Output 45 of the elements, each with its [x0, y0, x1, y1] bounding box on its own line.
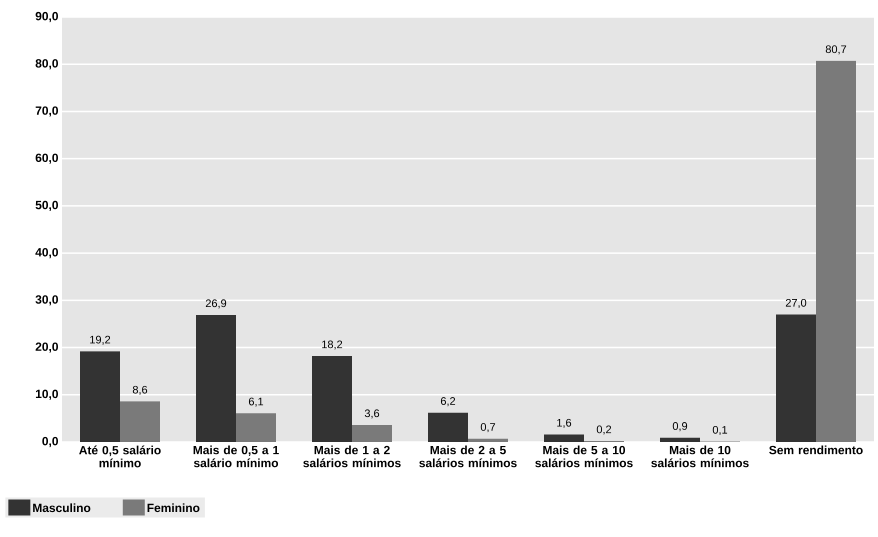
- bar: [196, 314, 236, 442]
- x-tick-label: Mais de 0,5 a 1 salário mínimo: [194, 446, 279, 468]
- bar: [468, 438, 508, 442]
- y-tick-label: 20,0: [36, 342, 58, 353]
- bar: [776, 314, 816, 442]
- data-label: 6,2: [440, 397, 456, 406]
- x-tick-label: Mais de 10 salários mínimos: [651, 446, 749, 468]
- bar: [544, 434, 584, 442]
- bar: [660, 438, 700, 442]
- y-tick-label: 70,0: [36, 106, 58, 117]
- data-label: 0,7: [480, 423, 496, 432]
- bar: [816, 60, 856, 442]
- bar: [120, 401, 160, 442]
- bar: [80, 351, 120, 442]
- y-tick-label: 30,0: [35, 295, 58, 306]
- data-label: 1,6: [557, 418, 572, 428]
- y-tick-label: 10,0: [36, 390, 58, 400]
- legend-label: Masculino: [33, 503, 90, 512]
- data-label: 0,9: [672, 422, 688, 432]
- data-label: 6,1: [248, 398, 264, 407]
- x-tick-label: Até 0,5 salário mínimo: [79, 446, 161, 468]
- x-tick-label: Mais de 1 a 2 salários mínimos: [303, 446, 401, 468]
- y-tick-label: 0,0: [42, 436, 58, 448]
- bar: [236, 413, 276, 442]
- bar: [428, 412, 468, 442]
- data-label: 80,7: [826, 45, 846, 54]
- y-tick-label: 60,0: [36, 154, 58, 164]
- data-label: 19,2: [90, 336, 110, 345]
- bar: [312, 356, 352, 442]
- data-label: 0,1: [712, 426, 728, 436]
- data-label: 18,2: [322, 340, 342, 350]
- x-tick-label: Mais de 2 a 5 salários mínimos: [419, 446, 517, 468]
- legend-label: Feminino: [148, 503, 200, 512]
- y-tick-label: 50,0: [36, 200, 58, 211]
- y-tick-label: 40,0: [35, 248, 58, 258]
- data-label: 3,6: [364, 409, 380, 418]
- data-label: 27,0: [786, 298, 806, 308]
- x-tick-label: Mais de 5 a 10 salários mínimos: [535, 446, 633, 468]
- data-label: 8,6: [132, 386, 148, 395]
- data-label: 26,9: [206, 299, 226, 308]
- data-label: 0,2: [596, 425, 612, 435]
- bar: [352, 425, 392, 442]
- y-tick-label: 80,0: [36, 59, 58, 70]
- y-tick-label: 90,0: [36, 12, 58, 22]
- x-tick-label: Sem rendimento: [769, 446, 863, 454]
